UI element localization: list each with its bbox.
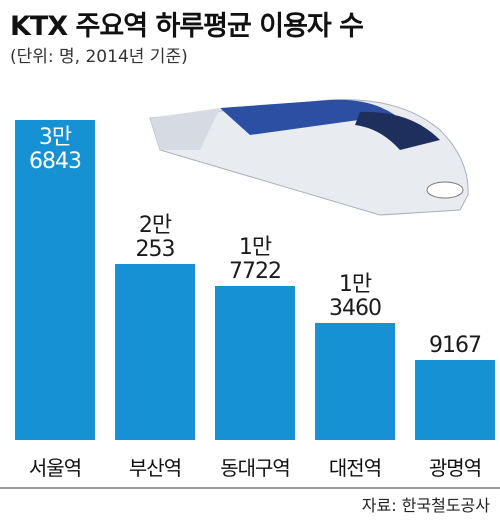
x-tick-label: 대전역: [328, 456, 382, 480]
source: 자료: 한국철도공사: [361, 496, 490, 515]
value-label: 1만 3460: [329, 272, 382, 322]
bar: [315, 323, 395, 440]
value-label: 3만 6843: [29, 125, 82, 175]
chart-title: KTX 주요역 하루평균 이용자 수: [10, 11, 364, 42]
train-stripe: [220, 99, 395, 135]
x-tick-label: 광명역: [428, 456, 482, 480]
value-label: 1만 7722: [229, 235, 282, 285]
chart-subtitle: (단위: 명, 2014년 기준): [10, 47, 188, 67]
bar: [15, 120, 95, 440]
x-tick-label: 서울역: [28, 456, 82, 480]
train-window: [355, 111, 440, 150]
bar: [415, 360, 495, 440]
bar: [115, 264, 195, 440]
train-light: [426, 181, 464, 199]
train-rear: [150, 108, 220, 150]
x-tick-label: 동대구역: [220, 456, 291, 480]
x-tick-label: 부산역: [128, 456, 182, 480]
bar: [215, 286, 295, 440]
value-label: 9167: [429, 333, 482, 359]
value-label: 2만 253: [135, 213, 176, 263]
